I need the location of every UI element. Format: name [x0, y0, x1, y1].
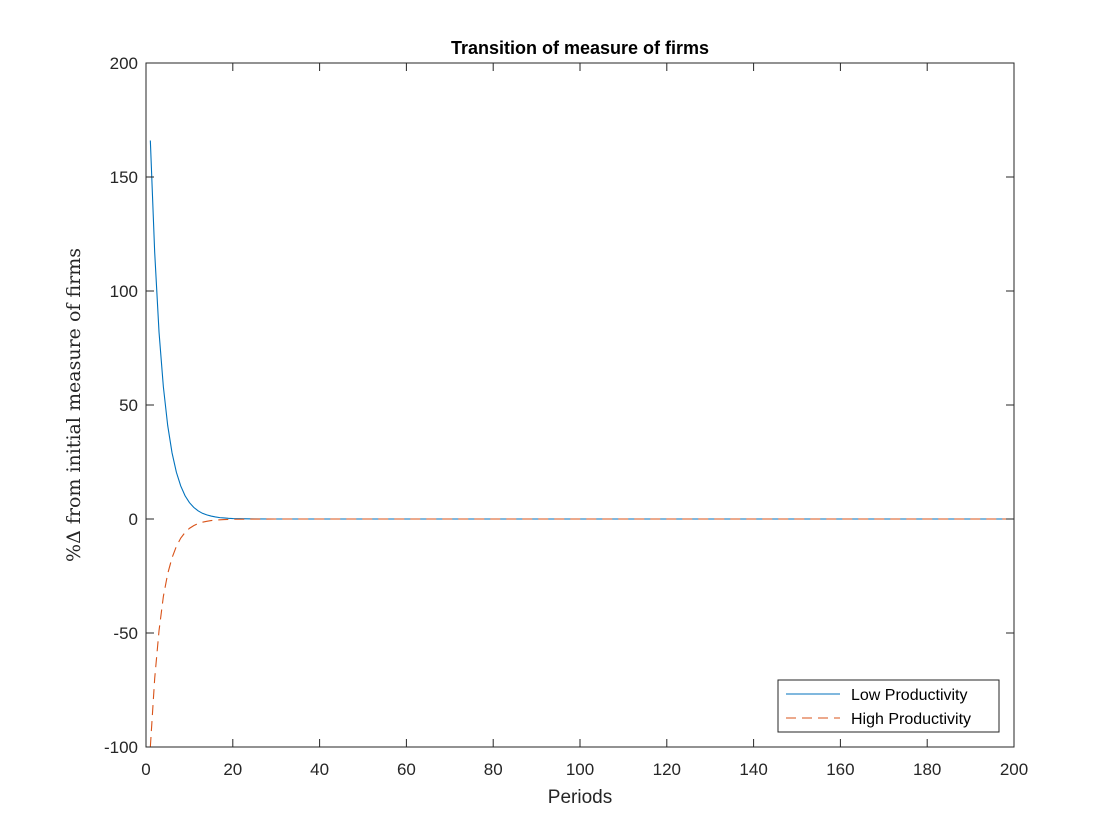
y-tick-label: -50 — [113, 624, 138, 643]
y-tick-label: 150 — [110, 168, 138, 187]
y-tick-label: 0 — [129, 510, 138, 529]
plot-area — [146, 63, 1014, 747]
y-tick-label: 100 — [110, 282, 138, 301]
y-axis-ticks: -100 -50 0 50 100 150 200 — [104, 54, 1014, 757]
x-tick-label: 60 — [397, 760, 416, 779]
legend-label-high-productivity: High Productivity — [851, 711, 971, 728]
x-tick-label: 200 — [1000, 760, 1028, 779]
x-tick-label: 100 — [566, 760, 594, 779]
legend-box — [777, 679, 1000, 733]
y-tick-label: 50 — [119, 396, 138, 415]
legend: Low Productivity High Productivity — [777, 679, 1000, 733]
series-line-high-productivity — [149, 518, 1014, 748]
x-tick-label: 80 — [484, 760, 503, 779]
x-tick-label: 0 — [141, 760, 150, 779]
chart-title: Transition of measure of firms — [451, 38, 709, 58]
x-tick-label: 180 — [913, 760, 941, 779]
x-axis-label: Periods — [548, 787, 612, 808]
legend-label-low-productivity: Low Productivity — [851, 687, 968, 704]
x-tick-label: 40 — [310, 760, 329, 779]
x-axis-ticks: 0 20 40 60 80 100 120 140 160 180 200 — [141, 63, 1028, 779]
x-tick-label: 20 — [223, 760, 242, 779]
x-tick-label: 160 — [826, 760, 854, 779]
x-tick-label: 120 — [653, 760, 681, 779]
y-axis-label: %Δ from initial measure of firms — [63, 248, 85, 562]
y-tick-label: -100 — [104, 738, 138, 757]
y-tick-label: 200 — [110, 54, 138, 73]
x-tick-label: 140 — [739, 760, 767, 779]
plot-content — [149, 140, 1014, 748]
